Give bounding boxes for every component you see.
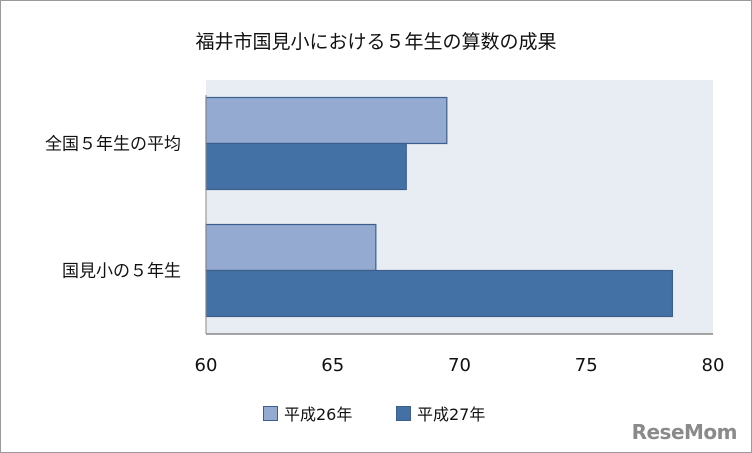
bar — [205, 96, 448, 145]
chart-title: 福井市国見小における５年生の算数の成果 — [195, 31, 557, 53]
legend-label-h26: 平成26年 — [284, 405, 353, 424]
category-label: 国見小の５年生 — [62, 262, 181, 282]
x-tick-label: 80 — [702, 355, 725, 376]
bar — [205, 142, 407, 191]
legend-item-h27: 平成27年 — [396, 401, 485, 425]
category-label: 全国５年生の平均 — [45, 135, 181, 155]
legend-label-h27: 平成27年 — [417, 405, 486, 424]
x-tick-label: 60 — [195, 355, 218, 376]
bar — [205, 269, 674, 318]
legend-swatch-h26 — [263, 405, 278, 421]
bar — [205, 223, 377, 272]
legend-item-h26: 平成26年 — [263, 401, 352, 425]
legend-swatch-h27 — [396, 405, 411, 421]
x-tick-label: 65 — [321, 355, 344, 376]
resemom-logo: ReseMom — [631, 420, 738, 444]
x-tick-label: 75 — [575, 355, 598, 376]
x-tick-label: 70 — [448, 355, 471, 376]
